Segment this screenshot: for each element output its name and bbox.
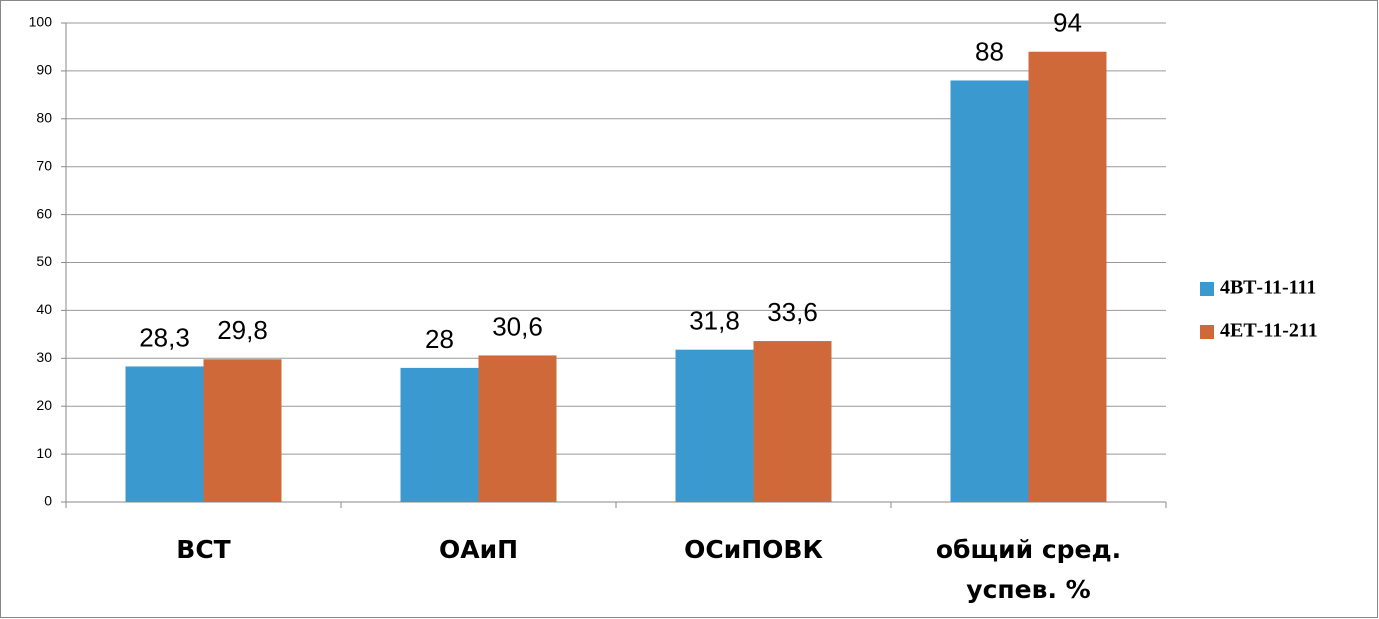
y-tick-label: 80 <box>36 110 52 126</box>
bar <box>950 80 1029 502</box>
y-tick-label: 60 <box>36 205 52 221</box>
y-tick-label: 10 <box>36 445 52 461</box>
data-label: 30,6 <box>492 311 543 341</box>
legend-label: 4ЕТ-11-211 <box>1220 320 1318 342</box>
legend-label: 4ВТ-11-111 <box>1220 277 1316 299</box>
data-label: 28,3 <box>139 322 190 352</box>
x-tick-label: ОАиП <box>438 535 519 564</box>
y-tick-label: 50 <box>36 253 52 269</box>
x-tick-label: общий сред. успев. % <box>935 535 1122 604</box>
y-tick-label: 100 <box>29 14 53 30</box>
y-tick-label: 90 <box>36 62 52 78</box>
data-label: 33,6 <box>767 297 818 327</box>
bar <box>125 366 204 502</box>
bar <box>478 355 557 502</box>
bar <box>1028 51 1107 503</box>
y-tick-label: 40 <box>36 301 52 317</box>
x-tick-label: ОСиПОВК <box>684 535 823 564</box>
bar <box>753 341 832 502</box>
data-label: 29,8 <box>217 315 268 345</box>
y-tick-label: 30 <box>36 349 52 365</box>
bar <box>400 367 479 502</box>
data-label: 88 <box>975 36 1004 66</box>
data-label: 31,8 <box>689 306 740 336</box>
bar <box>203 359 282 502</box>
y-tick-label: 0 <box>44 493 52 509</box>
y-tick-label: 70 <box>36 157 52 173</box>
legend-swatch <box>1200 282 1214 296</box>
data-label: 28 <box>425 324 454 354</box>
data-label: 94 <box>1053 8 1082 38</box>
x-tick-label: ВСТ <box>176 535 231 564</box>
bar <box>675 349 754 502</box>
y-tick-label: 20 <box>36 397 52 413</box>
legend-swatch <box>1200 325 1214 339</box>
